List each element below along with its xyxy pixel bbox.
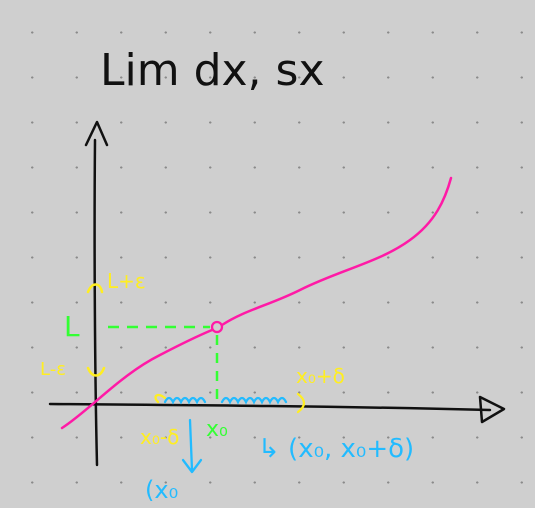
- label-L-minus-eps: L-ε: [40, 359, 66, 380]
- label-right-interval: ↳ (x₀, x₀+δ): [258, 434, 414, 464]
- y-axis: [93, 138, 99, 467]
- y-axis-arrow-icon: [84, 120, 109, 147]
- label-x0-plus-delta: x₀+δ: [296, 364, 345, 388]
- x-axis: [48, 402, 492, 412]
- x-axis-arrow-icon: [478, 395, 506, 424]
- left-interval-squiggle: [163, 396, 207, 405]
- left-paren-icon: [154, 393, 167, 404]
- hole-point-icon: [210, 320, 224, 334]
- upper-bracket-icon: [86, 283, 104, 294]
- label-x0-minus-delta: x₀-δ: [140, 425, 179, 449]
- title: Lim dx, sx: [100, 45, 325, 96]
- down-arrow-icon: [181, 418, 203, 474]
- label-left-interval: (x₀: [145, 476, 178, 504]
- label-L-plus-eps: L+ε: [107, 269, 146, 293]
- lower-bracket-icon: [86, 366, 106, 377]
- right-paren-icon: [296, 392, 306, 414]
- curve-right: [220, 176, 453, 327]
- label-L: L: [64, 310, 80, 343]
- curve-left: [60, 328, 214, 430]
- label-x0: x₀: [206, 417, 228, 442]
- right-interval-squiggle: [220, 396, 288, 405]
